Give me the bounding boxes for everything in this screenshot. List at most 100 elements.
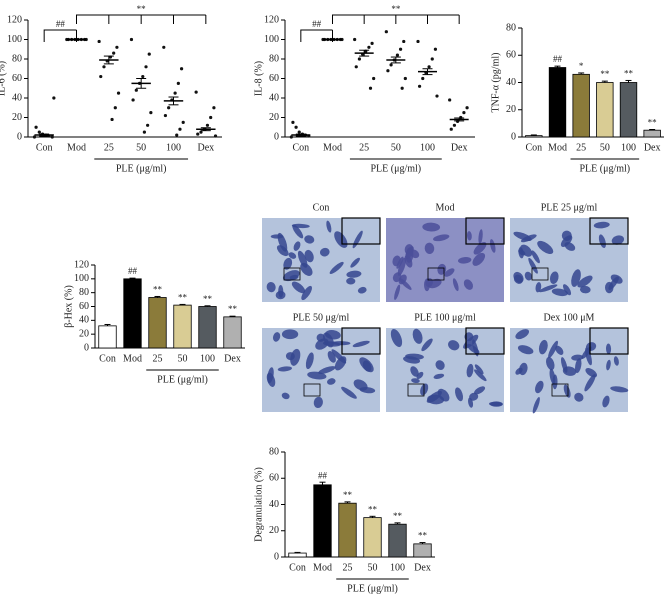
group-label: PLE (μg/ml) [371, 163, 422, 174]
cell [472, 252, 486, 266]
inset-box [465, 217, 505, 245]
x-tick-label: 25 [104, 142, 114, 153]
inset-box [589, 327, 629, 355]
group-label: PLE (μg/ml) [347, 583, 398, 594]
x-tick-label: 100 [390, 562, 405, 573]
y-tick-label: 80 [506, 22, 516, 33]
cell [464, 332, 474, 342]
cell [515, 367, 523, 375]
data-point [129, 37, 134, 42]
y-tick-label: 80 [12, 53, 22, 64]
data-point [199, 130, 203, 134]
data-point [209, 115, 213, 120]
data-point [50, 135, 54, 139]
x-tick-label: Dex [451, 142, 468, 153]
cell [352, 340, 370, 348]
data-point [449, 127, 453, 131]
data-point [213, 134, 218, 138]
x-tick-label: 50 [391, 142, 401, 153]
cell [538, 284, 558, 293]
y-tick-label: 0 [17, 131, 22, 142]
cell [517, 345, 534, 355]
cell [538, 339, 548, 355]
data-point [146, 123, 150, 127]
cell [359, 357, 374, 373]
cell [297, 250, 308, 268]
cell [564, 242, 576, 251]
cell [563, 384, 571, 398]
data-point [427, 65, 431, 69]
data-point [173, 91, 177, 95]
cell [561, 230, 572, 241]
y-tick-label: 0 [274, 131, 279, 142]
cell [304, 249, 314, 263]
bar [173, 304, 192, 349]
significance-label: ** [368, 504, 378, 514]
cell [579, 285, 591, 294]
significance-label: ** [648, 118, 658, 128]
inset-origin [283, 267, 301, 281]
x-tick-label: 25 [153, 353, 163, 364]
cell [424, 278, 430, 292]
data-point [370, 41, 374, 46]
cell [535, 380, 544, 394]
data-point [181, 120, 185, 124]
cell [329, 261, 344, 274]
cell [341, 386, 357, 399]
bar [548, 67, 567, 138]
comparison-label: ## [56, 19, 66, 29]
y-tick-label: 0 [511, 131, 516, 142]
cell [327, 378, 336, 385]
inset-box [341, 327, 381, 355]
cell [424, 242, 435, 255]
micrograph [262, 217, 381, 302]
cell [392, 272, 402, 283]
data-point [141, 74, 145, 79]
bar [525, 135, 543, 138]
comparison-label: ** [137, 4, 147, 14]
cell [466, 231, 472, 241]
data-point [297, 130, 301, 134]
data-point [368, 86, 373, 90]
significance-label: ## [128, 266, 138, 276]
bar [338, 502, 357, 558]
data-point [34, 125, 38, 129]
cell [266, 281, 276, 293]
y-axis-label: TNF-α (pg/ml) [490, 53, 501, 113]
cell [305, 352, 314, 370]
cell [455, 387, 464, 402]
cell [584, 374, 596, 392]
x-tick-label: Con [36, 142, 53, 153]
x-tick-label: Con [292, 142, 309, 153]
x-tick-label: 25 [343, 562, 353, 573]
cell [535, 282, 542, 293]
cell [545, 356, 555, 371]
y-axis-label: IL-6 (%) [0, 61, 7, 96]
cell [537, 240, 554, 255]
x-tick-label: 100 [621, 142, 636, 153]
cell [478, 229, 483, 245]
cell [602, 395, 610, 408]
y-axis-label: Degranulation (%) [253, 467, 264, 542]
inset-box [589, 217, 629, 245]
data-point [144, 65, 148, 69]
x-tick-label: Mod [313, 562, 332, 573]
data-point [465, 106, 469, 110]
cell [532, 397, 540, 414]
data-point [167, 106, 171, 110]
micrograph [386, 327, 505, 412]
cell [585, 342, 597, 351]
y-axis-label: β-Hex (%) [63, 285, 74, 328]
cell [577, 275, 593, 288]
y-tick-label: 40 [12, 92, 22, 103]
cell [571, 269, 581, 287]
x-tick-label: 50 [136, 142, 146, 153]
data-point [402, 39, 406, 44]
inset-origin [427, 267, 445, 281]
x-tick-label: Con [289, 562, 306, 573]
x-tick-label: 25 [359, 142, 369, 153]
cell [316, 333, 325, 342]
cell [474, 369, 487, 382]
x-tick-label: 25 [576, 142, 586, 153]
cell [290, 348, 301, 366]
